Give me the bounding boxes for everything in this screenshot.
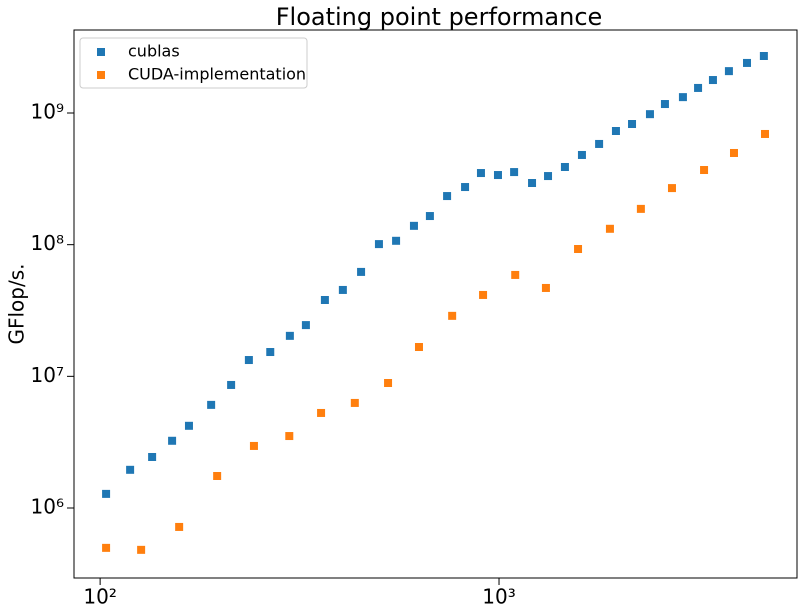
point	[729, 148, 738, 157]
chart-title: Floating point performance	[276, 3, 603, 31]
point	[541, 283, 550, 292]
point	[528, 179, 537, 188]
point	[213, 472, 222, 481]
point	[266, 348, 275, 357]
point	[448, 311, 457, 320]
point	[102, 543, 111, 552]
point	[510, 168, 519, 177]
point	[595, 139, 604, 148]
point	[760, 129, 769, 138]
point	[184, 421, 193, 430]
point	[544, 172, 553, 181]
legend-label: cublas	[128, 42, 180, 61]
point	[743, 58, 752, 67]
point	[759, 51, 768, 60]
point	[660, 100, 669, 109]
point	[425, 212, 434, 221]
point	[102, 489, 111, 498]
legend-box	[79, 37, 308, 89]
point	[126, 465, 135, 474]
point	[137, 545, 146, 554]
y-tick-label: 10⁷	[31, 363, 64, 387]
y-tick-label: 10⁶	[31, 495, 64, 519]
point	[285, 331, 294, 340]
point	[207, 400, 216, 409]
point	[461, 183, 470, 192]
plot-frame	[73, 29, 798, 579]
point	[148, 452, 157, 461]
point	[301, 321, 310, 330]
point	[605, 224, 614, 233]
point	[560, 162, 569, 171]
x-tick-label: 10³	[482, 585, 515, 609]
point	[443, 192, 452, 201]
point	[357, 267, 366, 276]
point	[392, 236, 401, 245]
point	[350, 398, 359, 407]
x-tick-label: 10²	[83, 585, 116, 609]
point	[175, 522, 184, 531]
y-tick-label: 10⁸	[31, 231, 64, 255]
point	[493, 171, 502, 180]
point	[667, 184, 676, 193]
point	[168, 436, 177, 445]
legend-label: CUDA-implementation	[128, 65, 306, 84]
y-axis-label: GFlop/s.	[5, 263, 29, 344]
point	[577, 150, 586, 159]
point	[249, 441, 258, 450]
point	[409, 221, 418, 230]
point	[227, 380, 236, 389]
point	[338, 285, 347, 294]
point	[724, 67, 733, 76]
point	[285, 432, 294, 441]
point	[574, 245, 583, 254]
legend-marker	[97, 71, 105, 79]
point	[476, 169, 485, 178]
point	[479, 290, 488, 299]
point	[384, 378, 393, 387]
point	[628, 120, 637, 129]
legend-marker	[97, 48, 105, 56]
y-tick-label: 10⁹	[31, 100, 64, 124]
point	[708, 76, 717, 85]
point	[700, 166, 709, 175]
point	[511, 270, 520, 279]
point	[244, 356, 253, 365]
point	[317, 408, 326, 417]
point	[320, 295, 329, 304]
point	[611, 127, 620, 136]
point	[678, 93, 687, 102]
point	[414, 343, 423, 352]
point	[636, 204, 645, 213]
point	[645, 110, 654, 119]
point	[694, 83, 703, 92]
point	[374, 240, 383, 249]
